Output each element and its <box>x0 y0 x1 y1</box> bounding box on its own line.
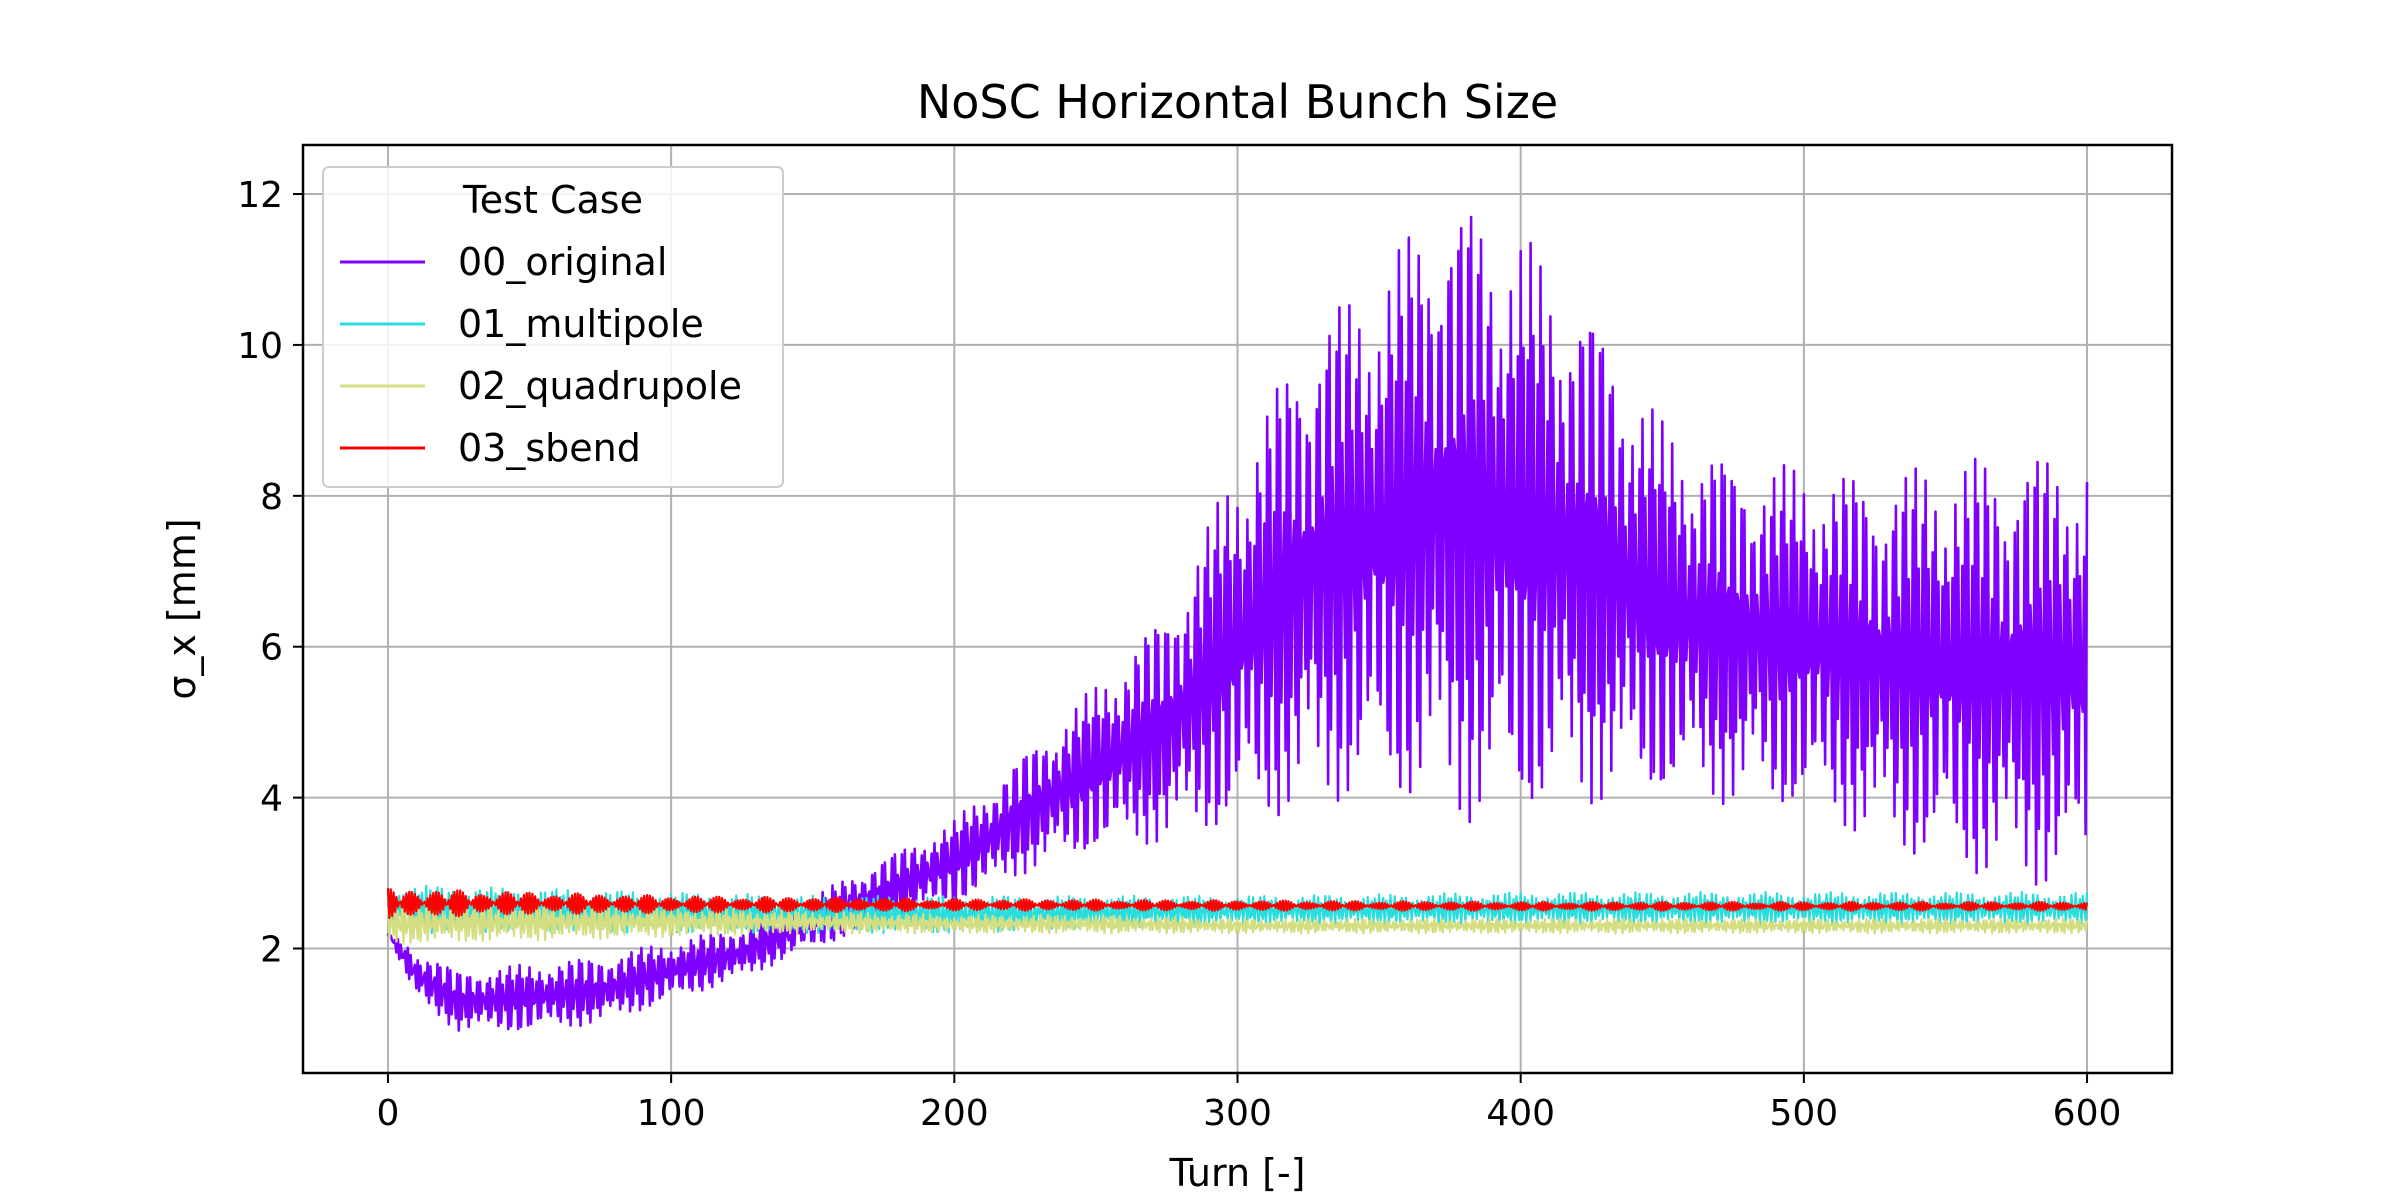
chart-title: NoSC Horizontal Bunch Size <box>917 75 1558 129</box>
y-tick-label: 8 <box>260 477 283 518</box>
legend-box <box>322 166 784 488</box>
legend-item: 03_sbend <box>340 426 641 470</box>
x-tick-label: 500 <box>1770 1093 1839 1134</box>
y-tick-label: 6 <box>260 628 283 669</box>
legend-label: 02_quadrupole <box>458 364 742 408</box>
series-line-01_multipole <box>386 884 2089 935</box>
legend-title: Test Case <box>462 178 643 222</box>
x-tick-label: 0 <box>377 1093 400 1134</box>
x-tick-label: 300 <box>1203 1093 1272 1134</box>
legend-label: 01_multipole <box>458 302 704 346</box>
x-tick-label: 200 <box>920 1093 989 1134</box>
legend-item: 02_quadrupole <box>340 364 742 408</box>
legend-item: 01_multipole <box>340 302 704 346</box>
y-axis: 2 4 6 8 10 12 <box>237 175 303 971</box>
legend-label: 03_sbend <box>458 426 641 470</box>
y-axis-label: σ_x [mm] <box>160 518 204 699</box>
y-tick-label: 10 <box>237 326 283 367</box>
y-tick-label: 4 <box>260 779 283 820</box>
x-tick-label: 600 <box>2053 1093 2122 1134</box>
legend-item: 00_original <box>340 240 667 284</box>
x-axis-label: Turn [-] <box>1168 1151 1305 1195</box>
series-line-03_sbend <box>386 888 2089 920</box>
y-tick-label: 2 <box>260 930 283 971</box>
x-tick-label: 100 <box>637 1093 706 1134</box>
x-tick-label: 400 <box>1486 1093 1555 1134</box>
legend: Test Case 00_original 01_multipole 02_quad… <box>322 166 784 488</box>
x-axis: 0 100 200 300 400 500 600 <box>377 1073 2122 1134</box>
legend-label: 00_original <box>458 240 667 284</box>
y-tick-label: 12 <box>237 175 283 216</box>
series-line-00_original <box>386 215 2089 1032</box>
